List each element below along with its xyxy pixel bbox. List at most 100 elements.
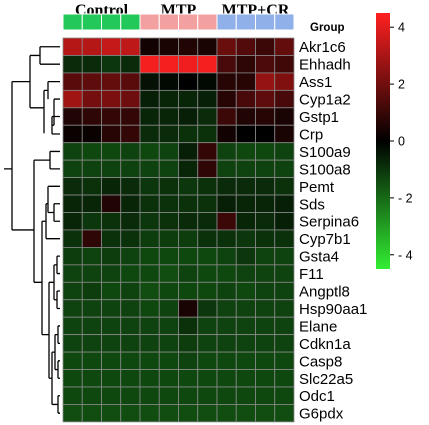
heatmap-cell (81, 107, 102, 126)
heatmap-cell (120, 386, 141, 405)
heatmap-cell (158, 229, 179, 248)
heatmap-cell (101, 334, 122, 353)
heatmap-cell (255, 299, 276, 318)
group-annotation-label: Group (310, 22, 345, 34)
dendrogram-branch (41, 220, 49, 336)
heatmap-cell (120, 177, 141, 196)
heatmap-cell (101, 369, 122, 388)
heatmap-cell (274, 404, 295, 423)
heatmap-cell (274, 55, 295, 74)
heatmap-cell (81, 281, 102, 301)
heatmap-cell (101, 386, 122, 405)
row-label: Casp8 (299, 353, 342, 370)
heatmap-cell (139, 334, 160, 353)
heatmap-cell (120, 142, 141, 161)
heatmap-cell (158, 55, 179, 74)
heatmap-cell (178, 55, 199, 74)
heatmap-cell (120, 107, 141, 126)
heatmap-cell (101, 55, 122, 74)
heatmap-cell (178, 299, 199, 318)
heatmap-cell (81, 404, 102, 423)
heatmap-cell (255, 194, 276, 213)
heatmap-cell (120, 72, 141, 91)
heatmap-cell (139, 37, 160, 56)
heatmap-cell (235, 229, 256, 248)
heatmap-cell (120, 159, 141, 178)
heatmap-cell (216, 386, 237, 405)
group-annotation-cell (235, 13, 256, 31)
heatmap-cell (62, 72, 83, 91)
heatmap-cell (255, 281, 276, 301)
heatmap-cell (101, 142, 122, 161)
heatmap-cell (120, 55, 141, 74)
heatmap-cell (101, 246, 122, 266)
heatmap-cell (81, 142, 102, 161)
heatmap-cell (235, 264, 256, 283)
heatmap-cell (216, 316, 237, 336)
row-label: Cdkn1a (299, 336, 351, 353)
colorbar-tick-label: 4 (398, 21, 405, 35)
dendrogram-branch (56, 290, 60, 310)
row-label: Angptl8 (299, 284, 350, 301)
heatmap-cell (120, 37, 141, 56)
heatmap-cell (178, 229, 199, 248)
heatmap-cell (216, 404, 237, 423)
heatmap-cell (120, 351, 141, 370)
heatmap-cell (255, 334, 276, 353)
heatmap-cell (101, 124, 122, 144)
heatmap-cell (197, 177, 218, 196)
heatmap-cell (255, 159, 276, 178)
heatmap-cell (197, 369, 218, 388)
heatmap-cell (274, 212, 295, 231)
heatmap-cell (139, 89, 160, 109)
heatmap-cell (178, 334, 199, 353)
heatmap-cell (274, 177, 295, 196)
row-label: Cyp1a2 (299, 92, 351, 109)
heatmap-cell (101, 299, 122, 318)
heatmap-cell (255, 351, 276, 370)
heatmap-cell (139, 369, 160, 388)
row-dendrogram (4, 46, 60, 414)
heatmap-cell (274, 316, 295, 336)
heatmap-cell (197, 124, 218, 144)
heatmap-cell (197, 212, 218, 231)
heatmap-cell (255, 55, 276, 74)
heatmap-cell (216, 142, 237, 161)
dendrogram-branch (4, 81, 13, 230)
heatmap-cell (274, 89, 295, 109)
heatmap-cell (255, 177, 276, 196)
dendrogram-branch (57, 360, 60, 379)
heatmap-cell (158, 159, 179, 178)
heatmap-cell (158, 124, 179, 144)
heatmap-cell (81, 177, 102, 196)
heatmap-cell (139, 124, 160, 144)
heatmap-cell (197, 142, 218, 161)
heatmap-cell (62, 334, 83, 353)
heatmap-cell (62, 37, 83, 56)
group-annotation-cell (274, 13, 295, 31)
heatmap-cell (255, 142, 276, 161)
heatmap-cell (81, 386, 102, 405)
heatmap-cell (178, 246, 199, 266)
heatmap-cell (81, 299, 102, 318)
heatmap-cell (235, 194, 256, 213)
heatmap-cell (235, 316, 256, 336)
dendrogram-branch (47, 185, 60, 214)
heatmap-cell (81, 334, 102, 353)
colorbar-tick-label: 0 (398, 135, 405, 149)
heatmap-cell (120, 299, 141, 318)
heatmap-cell (178, 281, 199, 301)
heatmap-cell (178, 194, 199, 213)
heatmap-cell (178, 386, 199, 405)
heatmap-cell (139, 177, 160, 196)
row-label: Ehhadh (299, 57, 351, 74)
heatmap-cell (81, 212, 102, 231)
dendrogram-branch (56, 255, 60, 275)
heatmap-cell (178, 177, 199, 196)
heatmap-cell (178, 37, 199, 56)
heatmap-cell (62, 212, 83, 231)
heatmap-cell (81, 72, 102, 91)
heatmap-cell (62, 316, 83, 336)
heatmap-cell (120, 316, 141, 336)
heatmap-cell (255, 404, 276, 423)
